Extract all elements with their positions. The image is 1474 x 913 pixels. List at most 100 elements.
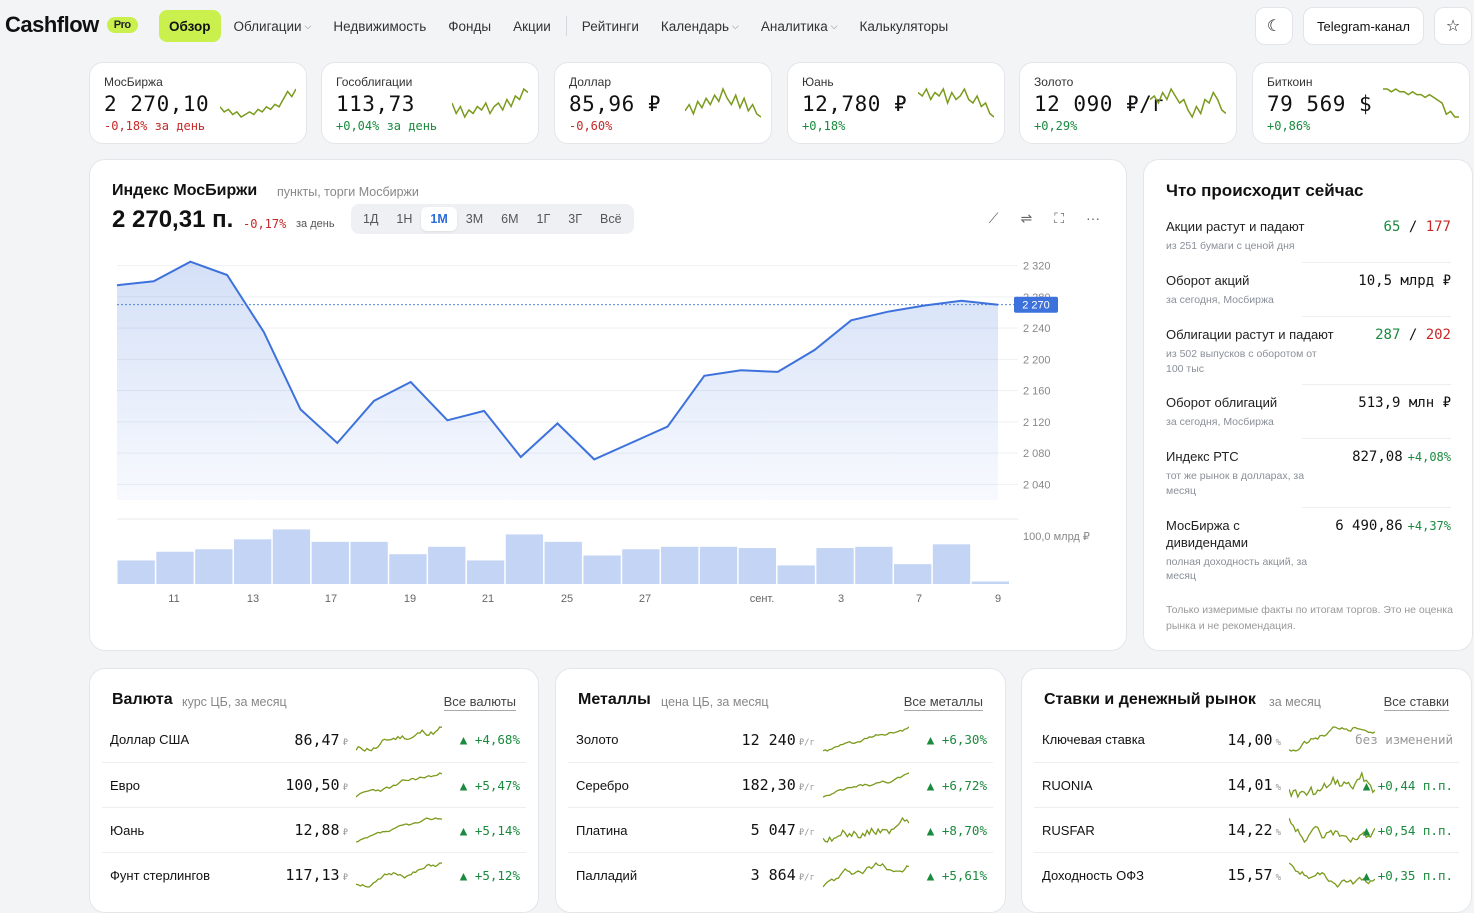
ticker-card[interactable]: Гособлигации 113,73 +0,04% за день [321,62,539,144]
volume-bar [622,549,660,584]
x-tick-label: 7 [916,593,922,605]
row-name: Золото [576,732,619,747]
market-row[interactable]: Золото 12 240 ₽/г ▲ +6,30% [568,717,993,762]
period-tab[interactable]: 3М [465,212,484,226]
market-row[interactable]: Серебро 182,30 ₽/г ▲ +6,72% [568,762,993,807]
ticker-card[interactable]: Юань 12,780 ₽ +0,18% [787,62,1005,144]
market-row[interactable]: Евро 100,50 ₽ ▲ +5,47% [102,762,526,807]
info-divider [1302,316,1451,317]
nav-item-1[interactable]: Облигации ⌵ [223,10,323,42]
current-price-badge [1014,296,1058,313]
nav-item-2[interactable]: Недвижимость [322,10,437,42]
nav-item-8[interactable]: Калькуляторы [849,10,960,42]
ticker-card[interactable]: МосБиржа 2 270,10 -0,18% за день [89,62,307,144]
row-unit: % [1275,737,1281,748]
fullscreen-icon[interactable]: ⛶ [1054,210,1064,226]
volume-bar [583,555,621,584]
row-name: Евро [110,777,141,793]
volume-bar [699,546,738,584]
nav-item-label: Фонды [448,18,492,34]
info-row: Акции растут и падают из 251 бумаги с цен… [1166,219,1451,254]
sparkline-path [823,816,909,843]
market-row[interactable]: Доллар США 86,47 ₽ ▲ +4,68% [102,717,526,762]
sparkline-path [1289,771,1375,799]
ticker-change: +0,04% за день [336,119,438,133]
info-up-count: 287 [1375,327,1401,343]
market-row[interactable]: Платина 5 047 ₽/г ▲ +8,70% [568,807,993,852]
row-name: Платина [576,822,628,838]
currency-all-link[interactable]: Все валюты [443,694,516,711]
market-row[interactable]: Ключевая ставка 14,00% без изменений [1034,717,1459,762]
info-sub: из 251 бумаги с ценой дня [1166,239,1295,252]
market-row[interactable]: RUSFAR 14,22% ▲ +0,54 п.п. [1034,807,1459,852]
volume-bar [505,534,544,584]
ticker-change: -0,60% [569,119,613,133]
nav-item-5[interactable]: Рейтинги [571,10,650,42]
ticker-card[interactable]: Доллар 85,96 ₽ -0,60% [554,62,772,144]
period-tab[interactable]: 1Д [363,212,379,226]
row-sparkline [1289,862,1375,889]
row-unit: % [1275,873,1281,883]
ticker-card[interactable]: Золото 12 090 ₽/г +0,29% [1019,62,1237,144]
market-row[interactable]: RUONIA 14,01% ▲ +0,44 п.п. [1034,762,1459,807]
info-value: 65 / 177 [1384,219,1451,235]
nav-item-label: Рейтинги [581,18,639,34]
info-divider [1302,507,1451,508]
telegram-button[interactable]: Telegram-канал [1303,7,1424,45]
period-tab[interactable]: 1М [421,207,457,231]
sparkline-path [220,88,296,118]
disclaimer-note: Только измеримые факты по итогам торгов.… [1166,604,1453,632]
ticker-card[interactable]: Биткоин 79 569 $ +0,86% [1252,62,1470,144]
info-value: 827,08 +4,08% [1352,449,1451,465]
market-row[interactable]: Юань 12,88 ₽ ▲ +5,14% [102,807,526,852]
info-value: 10,5 млрд ₽ [1358,273,1451,289]
nav-item-4[interactable]: Акции [502,10,562,42]
sparkline-path [452,87,528,119]
settings-sliders-icon[interactable]: ⇌ [1020,210,1033,226]
info-label: Оборот облигаций [1166,395,1278,410]
nav-item-3[interactable]: Фонды [437,10,502,42]
nav-item-7[interactable]: Аналитика ⌵ [750,10,849,42]
info-row: Индекс РТС тот же рынок в долларах, за ме… [1166,449,1451,498]
volume-bar [738,548,777,584]
info-label: Индекс РТС [1166,449,1239,464]
volume-bar [350,541,388,584]
volume-bar [311,541,349,584]
volume-bar [544,541,582,584]
favorites-button[interactable]: ☆ [1434,7,1472,45]
line-chart-icon[interactable]: ⟋ [988,210,999,226]
theme-toggle-button[interactable]: ☾ [1255,7,1293,45]
sparkline-path [823,726,909,752]
nav-item-6[interactable]: Календарь ⌵ [650,10,750,42]
sparkline-path [1289,862,1375,889]
ticker-name: Биткоин [1267,75,1313,89]
period-tab[interactable]: 1Н [396,212,413,226]
market-row[interactable]: Палладий 3 864 ₽/г ▲ +5,61% [568,852,993,897]
sparkline-path [1150,87,1226,119]
nav-item-0[interactable]: Обзор [159,10,221,42]
market-row[interactable]: Фунт стерлингов 117,13 ₽ ▲ +5,12% [102,852,526,897]
info-amount: 6 490,86 [1335,518,1403,534]
period-tab[interactable]: 3Г [568,212,582,226]
period-tab[interactable]: 6М [501,212,519,226]
ticker-sparkline [220,88,296,118]
logo[interactable]: Cashflow Pro [5,12,138,38]
ticker-sparkline [452,87,528,119]
row-value: 3 864 ₽/г [751,866,815,884]
info-label: Оборот акций [1166,273,1250,288]
period-tab[interactable]: 1Г [536,212,551,226]
market-row[interactable]: Доходность ОФЗ 15,57% ▲ +0,35 п.п. [1034,852,1459,897]
row-name: Ключевая ставка [1042,732,1145,747]
ticker-sparkline [685,87,761,118]
logo-text: Cashflow [5,12,99,37]
row-value: 15,57% [1227,866,1281,884]
chart-subtitle: пункты, торги Мосбиржи [277,185,419,199]
more-icon[interactable]: ··· [1086,210,1100,226]
period-tab[interactable]: Всё [600,212,622,226]
metals-all-link[interactable]: Все металлы [903,694,983,711]
row-value-number: 3 864 [750,866,796,884]
rates-all-link[interactable]: Все ставки [1383,694,1449,711]
row-sparkline [823,862,909,888]
row-value-number: 14,00 [1227,730,1273,749]
